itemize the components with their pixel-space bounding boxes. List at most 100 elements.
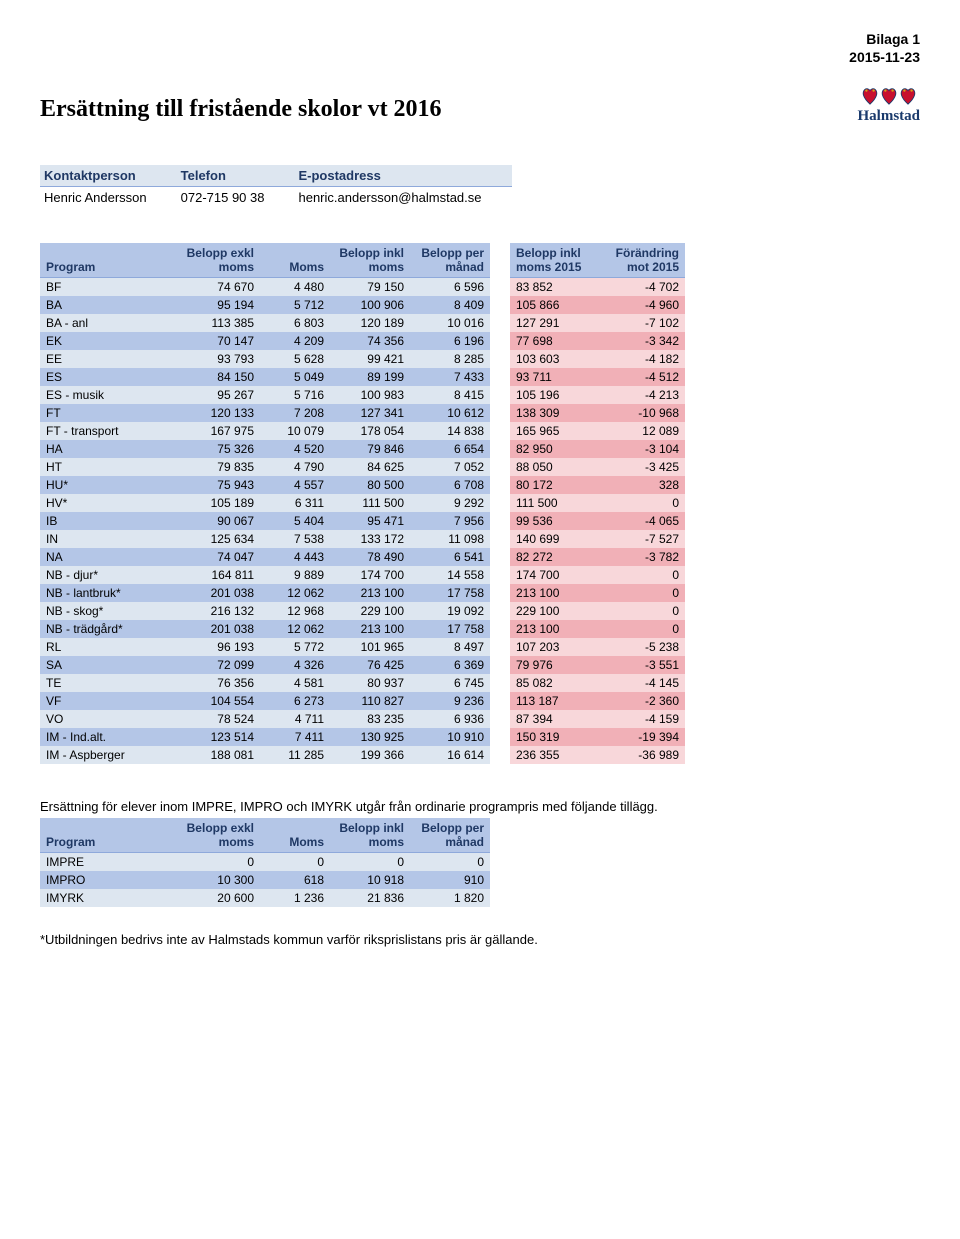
- table-row: 213 1000: [510, 584, 685, 602]
- cell-program: HV*: [40, 494, 150, 512]
- table-row: 93 711-4 512: [510, 368, 685, 386]
- contact-col-person: Kontaktperson: [40, 165, 177, 187]
- tillagg-table: Program Belopp exkl moms Moms Belopp ink…: [40, 818, 490, 907]
- col-belopp-inkl: Belopp inkl moms: [330, 818, 410, 853]
- cell-value: -10 968: [600, 404, 685, 422]
- contact-name: Henric Andersson: [40, 187, 177, 209]
- cell-program: RL: [40, 638, 150, 656]
- table-row: ES84 1505 04989 1997 433: [40, 368, 490, 386]
- table-row: FT120 1337 208127 34110 612: [40, 404, 490, 422]
- cell-value: 6 196: [410, 332, 490, 350]
- table-row: 77 698-3 342: [510, 332, 685, 350]
- table-row: 82 272-3 782: [510, 548, 685, 566]
- cell-value: 21 836: [330, 889, 410, 907]
- cell-program: BF: [40, 278, 150, 297]
- cell-value: 113 385: [150, 314, 260, 332]
- cell-value: -2 360: [600, 692, 685, 710]
- cell-value: 7 956: [410, 512, 490, 530]
- cell-value: 104 554: [150, 692, 260, 710]
- cell-value: 111 500: [330, 494, 410, 512]
- cell-value: 1 820: [410, 889, 490, 907]
- table-header-row: Program Belopp exkl moms Moms Belopp ink…: [40, 818, 490, 853]
- table-row: 150 319-19 394: [510, 728, 685, 746]
- heart-icon: [880, 86, 898, 106]
- cell-value: 95 194: [150, 296, 260, 314]
- cell-value: 77 698: [510, 332, 600, 350]
- cell-value: -4 960: [600, 296, 685, 314]
- cell-value: 4 326: [260, 656, 330, 674]
- cell-value: 4 443: [260, 548, 330, 566]
- contact-data-row: Henric Andersson 072-715 90 38 henric.an…: [40, 187, 512, 209]
- cell-value: 4 711: [260, 710, 330, 728]
- table-row: 85 082-4 145: [510, 674, 685, 692]
- contact-col-phone: Telefon: [177, 165, 295, 187]
- cell-value: 10 016: [410, 314, 490, 332]
- table-header-row: Program Belopp exkl moms Moms Belopp ink…: [40, 243, 490, 278]
- cell-value: 96 193: [150, 638, 260, 656]
- cell-value: 85 082: [510, 674, 600, 692]
- cell-value: 5 712: [260, 296, 330, 314]
- col-per-manad: Belopp per månad: [410, 243, 490, 278]
- cell-value: 201 038: [150, 584, 260, 602]
- cell-value: -7 102: [600, 314, 685, 332]
- table-header-row: Belopp inkl moms 2015 Förändring mot 201…: [510, 243, 685, 278]
- cell-value: 79 846: [330, 440, 410, 458]
- cell-value: 101 965: [330, 638, 410, 656]
- table-row: NA74 0474 44378 4906 541: [40, 548, 490, 566]
- col-program: Program: [40, 243, 150, 278]
- cell-value: 5 628: [260, 350, 330, 368]
- cell-program: SA: [40, 656, 150, 674]
- cell-value: 201 038: [150, 620, 260, 638]
- cell-program: IMYRK: [40, 889, 150, 907]
- cell-value: 105 866: [510, 296, 600, 314]
- table-row: 79 976-3 551: [510, 656, 685, 674]
- cell-program: NB - lantbruk*: [40, 584, 150, 602]
- table-row: EE93 7935 62899 4218 285: [40, 350, 490, 368]
- table-row: EK70 1474 20974 3566 196: [40, 332, 490, 350]
- table-row: HA75 3264 52079 8466 654: [40, 440, 490, 458]
- cell-value: 5 716: [260, 386, 330, 404]
- cell-program: IB: [40, 512, 150, 530]
- table-row: 88 050-3 425: [510, 458, 685, 476]
- cell-value: 10 910: [410, 728, 490, 746]
- cell-value: 6 708: [410, 476, 490, 494]
- cell-value: 82 950: [510, 440, 600, 458]
- col-change: Förändring mot 2015: [600, 243, 685, 278]
- cell-value: 93 793: [150, 350, 260, 368]
- cell-value: 229 100: [330, 602, 410, 620]
- table-row: 174 7000: [510, 566, 685, 584]
- cell-value: 213 100: [510, 620, 600, 638]
- cell-value: 199 366: [330, 746, 410, 764]
- cell-value: 120 133: [150, 404, 260, 422]
- cell-value: 0: [600, 566, 685, 584]
- cell-value: 103 603: [510, 350, 600, 368]
- table-row: HV*105 1896 311111 5009 292: [40, 494, 490, 512]
- cell-value: -4 182: [600, 350, 685, 368]
- heart-icon: [899, 86, 917, 106]
- table-row: IB90 0675 40495 4717 956: [40, 512, 490, 530]
- table-row: 229 1000: [510, 602, 685, 620]
- cell-value: 7 052: [410, 458, 490, 476]
- cell-value: 0: [600, 584, 685, 602]
- cell-program: NA: [40, 548, 150, 566]
- cell-value: 75 326: [150, 440, 260, 458]
- cell-value: 7 538: [260, 530, 330, 548]
- cell-value: 7 433: [410, 368, 490, 386]
- cell-value: -7 527: [600, 530, 685, 548]
- cell-value: -3 342: [600, 332, 685, 350]
- table-row: IM - Ind.alt.123 5147 411130 92510 910: [40, 728, 490, 746]
- cell-value: 70 147: [150, 332, 260, 350]
- table-row: ES - musik95 2675 716100 9838 415: [40, 386, 490, 404]
- table-row: 138 309-10 968: [510, 404, 685, 422]
- cell-value: 80 500: [330, 476, 410, 494]
- comparison-table: Belopp inkl moms 2015 Förändring mot 201…: [510, 243, 685, 764]
- logo-text: Halmstad: [857, 108, 920, 125]
- cell-value: 618: [260, 871, 330, 889]
- cell-program: IMPRO: [40, 871, 150, 889]
- cell-value: 5 772: [260, 638, 330, 656]
- cell-value: -4 159: [600, 710, 685, 728]
- cell-value: 76 356: [150, 674, 260, 692]
- cell-value: -4 065: [600, 512, 685, 530]
- cell-value: 0: [600, 620, 685, 638]
- cell-value: 5 049: [260, 368, 330, 386]
